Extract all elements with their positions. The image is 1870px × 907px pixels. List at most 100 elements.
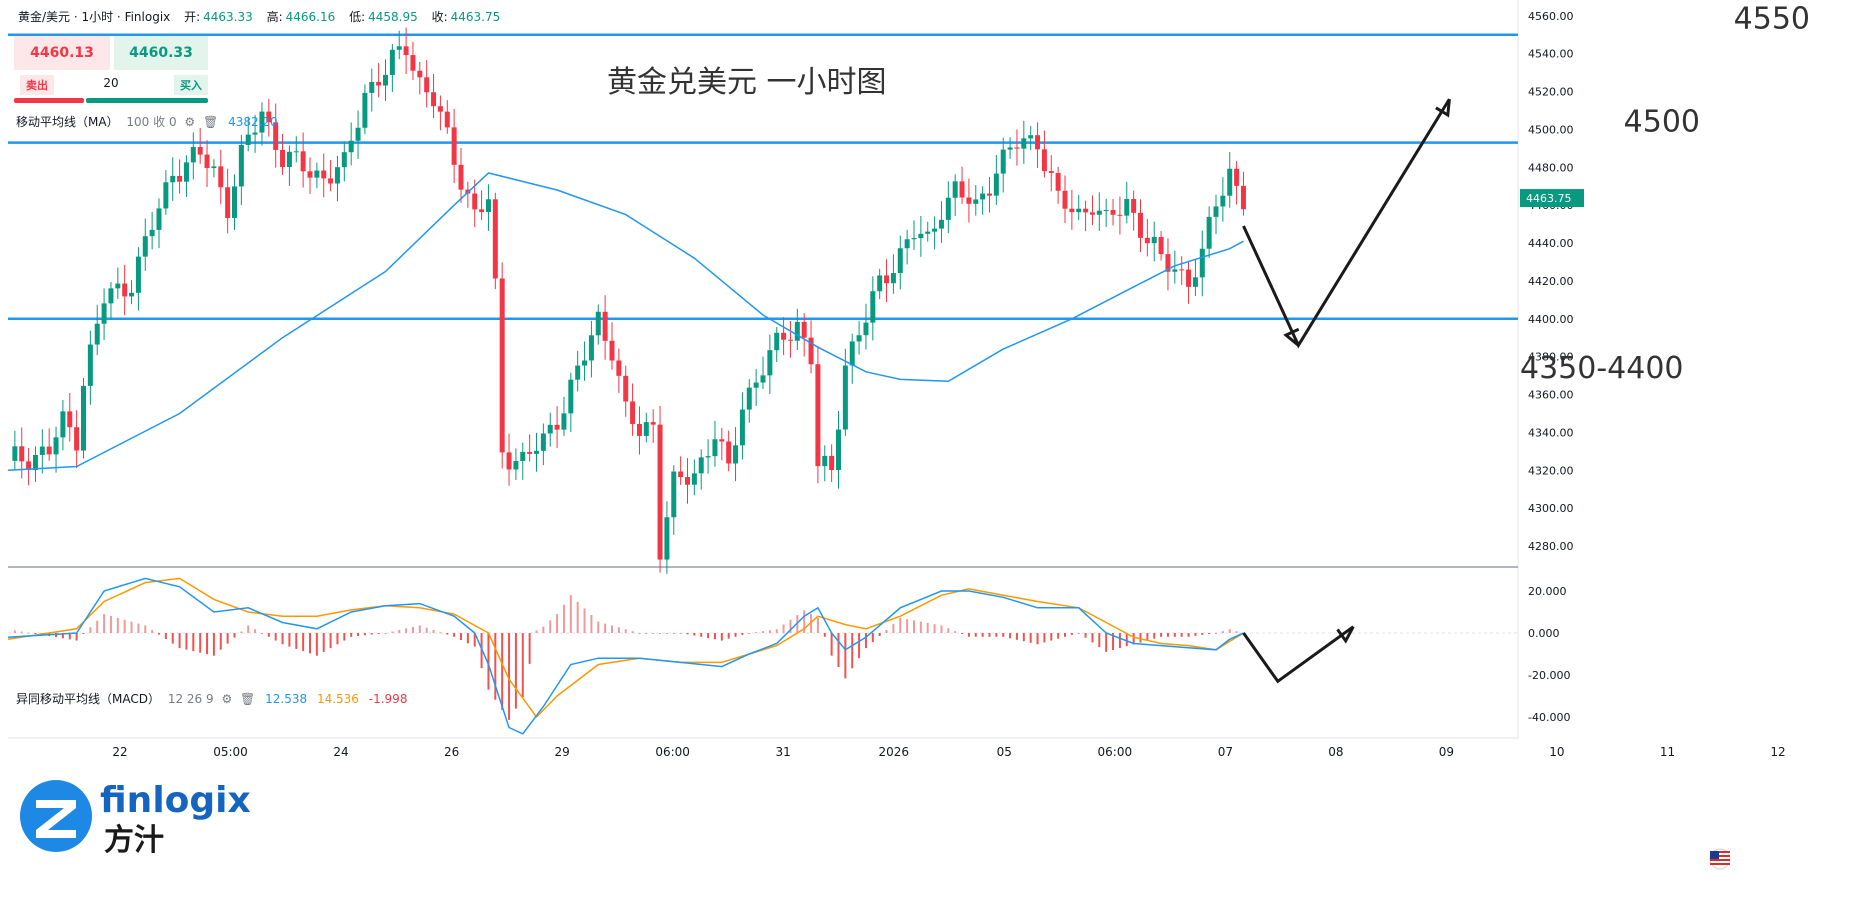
macd-histogram-bar [645, 633, 648, 634]
macd-histogram-bar [1009, 633, 1012, 639]
macd-histogram-bar [1132, 633, 1135, 645]
trash-icon[interactable]: 🗑 [240, 692, 256, 706]
level-annotation-4550: 4550 [1734, 2, 1810, 37]
macd-forecast-arrowhead [1336, 625, 1355, 644]
candle [142, 236, 148, 257]
candle [973, 199, 979, 204]
price-tick-label: 4340.00 [1528, 426, 1574, 439]
quantity-field[interactable]: 20 [103, 76, 119, 90]
macd-histogram-bar [659, 633, 662, 634]
macd-histogram-bar [501, 633, 504, 710]
gear-icon[interactable]: ⚙ [221, 692, 233, 706]
candle [1220, 195, 1226, 207]
macd-tick-label: -20.000 [1528, 669, 1570, 682]
time-tick-label: 22 [112, 745, 127, 759]
macd-histogram-bar [1043, 633, 1046, 643]
sell-button[interactable]: 卖出 [20, 75, 54, 95]
price-tick-label: 4480.00 [1528, 161, 1574, 174]
macd-histogram-bar [1201, 633, 1204, 635]
macd-histogram-bar [803, 610, 806, 633]
macd-histogram-bar [123, 619, 126, 633]
candle [355, 127, 361, 141]
macd-histogram-bar [631, 631, 634, 633]
macd-histogram-bar [624, 629, 627, 633]
macd-histogram-bar [583, 608, 586, 633]
macd-histogram-bar [576, 601, 579, 633]
candle [808, 337, 814, 365]
candle [1144, 237, 1150, 244]
candle [122, 283, 128, 297]
ma-legend[interactable]: 移动平均线（MA） 100 收 0 ⚙ 🗑 4382.20 [16, 113, 278, 130]
price-tick-label: 4380.00 [1528, 351, 1574, 364]
macd-histogram-bar [185, 633, 188, 650]
macd-histogram-bar [20, 631, 23, 633]
macd-histogram-bar [1105, 633, 1108, 652]
candle [849, 341, 855, 366]
candle [760, 375, 766, 383]
macd-histogram-bar [851, 633, 854, 669]
macd-histogram-bar [247, 625, 250, 633]
macd-histogram-bar [1180, 633, 1183, 637]
macd-histogram-bar [913, 620, 915, 633]
macd-histogram-bar [55, 633, 58, 638]
buy-button[interactable]: 买入 [174, 75, 208, 95]
macd-forecast-arrow[interactable] [1242, 625, 1355, 684]
macd-legend[interactable]: 异同移动平均线（MACD） 12 26 9 ⚙ 🗑 12.538 14.536 … [16, 690, 407, 707]
zone-annotation: 4350-4400 [1520, 351, 1684, 386]
candle [877, 275, 883, 292]
macd-histogram-bar [336, 633, 339, 645]
time-tick-label: 12 [1770, 745, 1785, 759]
macd-histogram-bar [864, 633, 867, 649]
macd-histogram-bar [995, 633, 998, 637]
forecast-arrow[interactable] [1242, 98, 1451, 349]
candle [1234, 168, 1240, 186]
macd-tick-label: 0.000 [1528, 627, 1560, 640]
macd-signal-line[interactable] [7, 577, 1244, 719]
buy-price[interactable]: 4460.33 [129, 45, 193, 61]
candle [1117, 214, 1123, 216]
price-tick-label: 4540.00 [1528, 48, 1574, 61]
candle [403, 46, 409, 56]
candle [238, 144, 244, 187]
candle [39, 446, 45, 455]
macd-histogram-bar [137, 623, 140, 633]
candle [286, 151, 292, 168]
high-value: 4466.16 [285, 10, 336, 24]
trash-icon[interactable]: 🗑 [203, 115, 219, 129]
candle [328, 178, 334, 184]
macd-histogram-bar [679, 633, 682, 634]
macd-histogram-bar [178, 633, 181, 649]
buy-price-box[interactable] [114, 36, 208, 70]
candle [129, 292, 135, 297]
macd-histogram-bar [1002, 633, 1005, 637]
candle [719, 439, 725, 442]
price-tick-label: 4520.00 [1528, 86, 1574, 99]
macd-histogram-bar [1091, 633, 1094, 643]
moving-average-line[interactable] [7, 172, 1244, 472]
sell-price[interactable]: 4460.13 [30, 45, 94, 61]
candle [925, 231, 931, 234]
candle [657, 424, 663, 560]
macd-histogram-bar [398, 629, 401, 633]
candle [410, 55, 416, 71]
chart-title: 黄金兑美元 一小时图 [607, 65, 887, 100]
close-value: 4463.75 [450, 10, 501, 24]
candle [1131, 199, 1137, 213]
gear-icon[interactable]: ⚙ [184, 115, 196, 129]
macd-histogram-bar [1208, 633, 1211, 634]
candle [334, 167, 340, 184]
macd-histogram-bar [720, 633, 723, 641]
candle [932, 228, 938, 232]
macd-histogram-bar [789, 619, 792, 633]
candle [945, 197, 951, 220]
macd-histogram-bar [302, 633, 305, 652]
sell-price-box[interactable] [14, 36, 110, 70]
candle [479, 209, 485, 213]
macd-line[interactable] [7, 577, 1244, 735]
candle [1186, 269, 1192, 287]
macd-histogram-bar [844, 633, 847, 679]
candle [1076, 208, 1082, 213]
macd-histogram-bar [1166, 633, 1169, 637]
